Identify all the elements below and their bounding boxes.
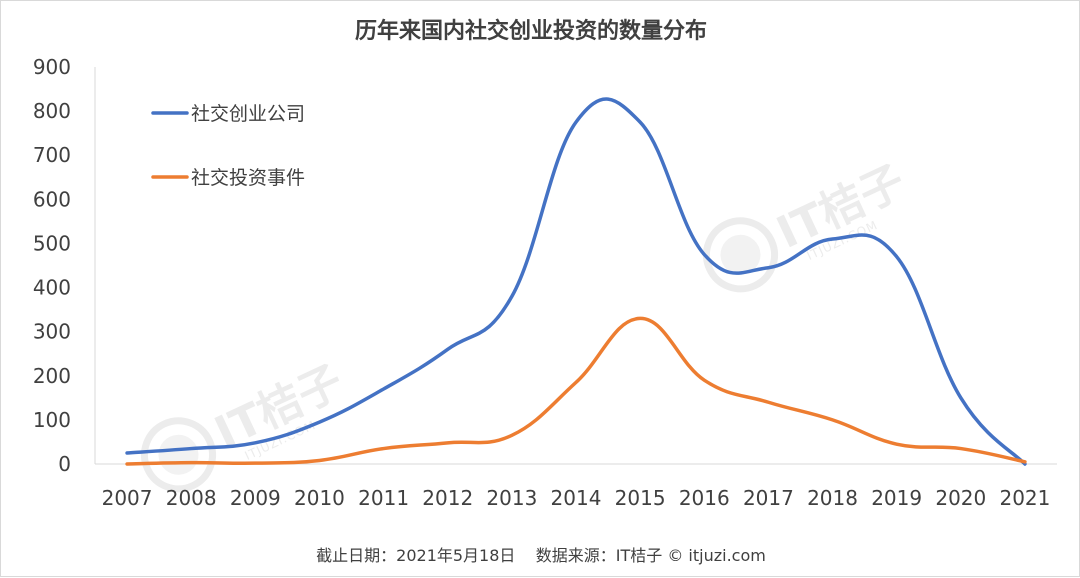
watermark-logo-left: IT桔子 ITJUZI.COM bbox=[140, 356, 351, 493]
series-line-2 bbox=[125, 316, 1027, 466]
y-tick-label: 200 bbox=[33, 364, 71, 388]
x-tick-label: 2011 bbox=[358, 486, 409, 510]
watermark-logo-right: IT桔子 ITJUZI.COM bbox=[702, 156, 913, 293]
y-tick-label: 300 bbox=[33, 320, 71, 344]
legend-label: 社交创业公司 bbox=[191, 103, 305, 125]
series-lines bbox=[125, 97, 1027, 466]
legend-label: 社交投资事件 bbox=[191, 167, 305, 189]
y-tick-labels: 0 100 200 300 400 500 600 700 800 900 bbox=[33, 55, 71, 476]
source-footer: 截止日期：2021年5月18日 数据来源：IT桔子 © itjuzi.com bbox=[316, 546, 766, 565]
y-tick-label: 900 bbox=[33, 55, 71, 79]
x-tick-labels: 2007 2008 2009 2010 2011 2012 2013 2014 2015 2016… bbox=[102, 486, 1051, 510]
chart-title: 历年来国内社交创业投资的数量分布 bbox=[355, 18, 707, 44]
x-tick-label: 2007 bbox=[102, 486, 153, 510]
x-tick-label: 2014 bbox=[551, 486, 602, 510]
x-tick-label: 2021 bbox=[999, 486, 1050, 510]
y-tick-label: 700 bbox=[33, 143, 71, 167]
y-tick-label: 600 bbox=[33, 187, 71, 211]
y-tick-label: 800 bbox=[33, 99, 71, 123]
x-tick-label: 2019 bbox=[871, 486, 922, 510]
x-tick-label: 2012 bbox=[422, 486, 473, 510]
x-tick-label: 2013 bbox=[486, 486, 537, 510]
x-tick-label: 2009 bbox=[230, 486, 281, 510]
y-tick-label: 400 bbox=[33, 276, 71, 300]
x-tick-label: 2008 bbox=[166, 486, 217, 510]
x-tick-label: 2016 bbox=[679, 486, 730, 510]
y-tick-label: 100 bbox=[33, 408, 71, 432]
x-tick-label: 2020 bbox=[935, 486, 986, 510]
x-tick-label: 2015 bbox=[615, 486, 666, 510]
y-tick-label: 0 bbox=[58, 452, 71, 476]
y-tick-label: 500 bbox=[33, 231, 71, 255]
x-tick-label: 2018 bbox=[807, 486, 858, 510]
series-line-1 bbox=[125, 97, 1027, 466]
x-tick-label: 2017 bbox=[743, 486, 794, 510]
x-tick-label: 2010 bbox=[294, 486, 345, 510]
